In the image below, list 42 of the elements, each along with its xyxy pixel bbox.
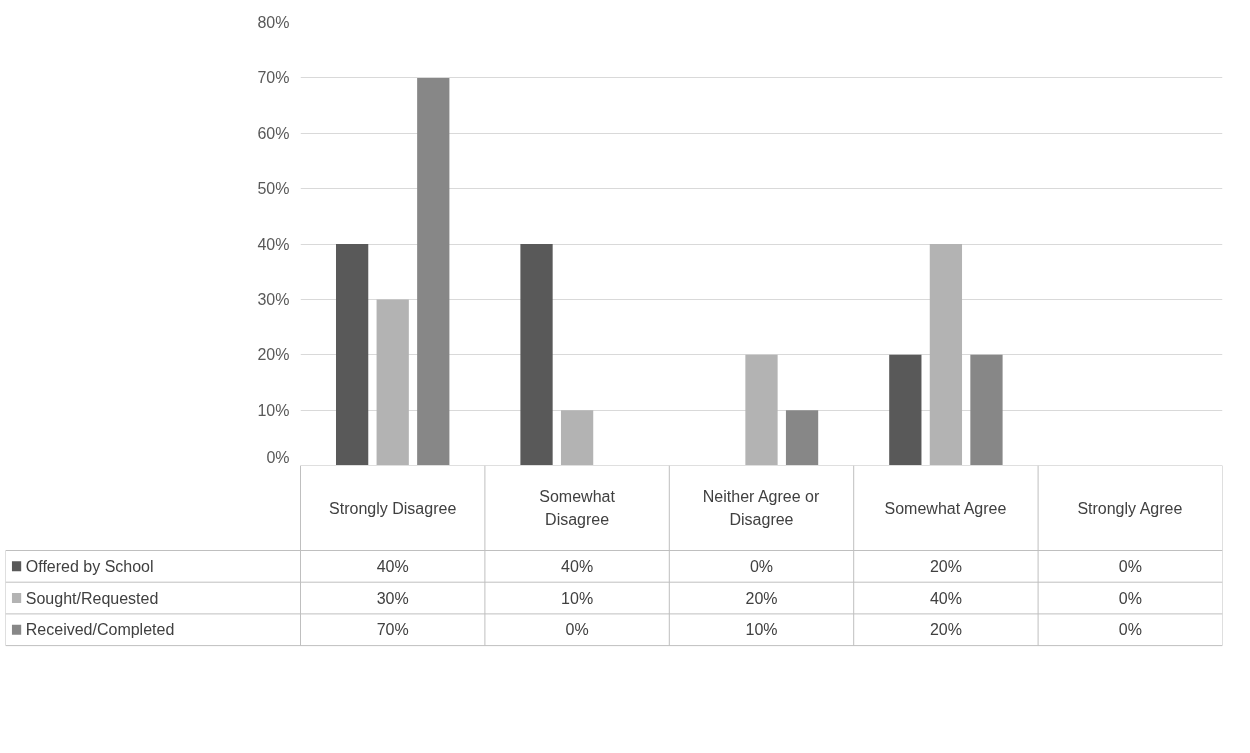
data-label: 20% — [929, 621, 962, 639]
legend-label: Received/Completed — [25, 621, 175, 639]
y-tick-label: 50% — [257, 180, 290, 198]
x-tick-label: Somewhat Disagree — [539, 488, 616, 528]
data-label: 10% — [745, 621, 778, 639]
data-label: 30% — [376, 589, 409, 607]
legend-label: Sought/Requested — [25, 589, 159, 607]
data-label: 0% — [749, 557, 774, 575]
y-tick-label: 40% — [257, 235, 290, 253]
x-tick-label: Neither Agree or Disagree — [702, 488, 820, 528]
y-tick-label: 60% — [257, 124, 290, 142]
y-tick-label: 80% — [257, 14, 290, 31]
data-label: 40% — [561, 557, 594, 575]
data-label: 0% — [1118, 557, 1142, 575]
bar — [520, 244, 553, 465]
x-tick-label: Strongly Agree — [1077, 499, 1183, 517]
bar — [560, 410, 594, 465]
data-label: 0% — [1118, 589, 1142, 607]
bar — [785, 410, 819, 465]
y-tick-label: 30% — [257, 290, 290, 308]
data-label: 70% — [376, 621, 409, 639]
bar — [376, 299, 409, 465]
data-label: 10% — [561, 589, 594, 607]
data-label: 40% — [929, 589, 962, 607]
bar — [336, 244, 369, 465]
y-tick-label: 70% — [257, 69, 290, 87]
y-tick-label: 10% — [257, 401, 290, 419]
bar — [889, 354, 922, 465]
y-tick-label: 20% — [257, 346, 290, 364]
bar — [417, 77, 450, 465]
data-label: 40% — [376, 557, 409, 575]
x-tick-label: Strongly Disagree — [329, 499, 457, 517]
y-tick-label: 0% — [266, 448, 290, 466]
data-label: 20% — [929, 557, 962, 575]
bar — [929, 244, 963, 465]
data-label: 0% — [1118, 621, 1142, 639]
legend-label: Offered by School — [25, 557, 154, 575]
data-label: 20% — [745, 589, 778, 607]
bar — [745, 354, 778, 465]
data-label: 0% — [565, 621, 589, 639]
bar — [970, 354, 1003, 465]
x-tick-label: Somewhat Agree — [884, 499, 1007, 517]
